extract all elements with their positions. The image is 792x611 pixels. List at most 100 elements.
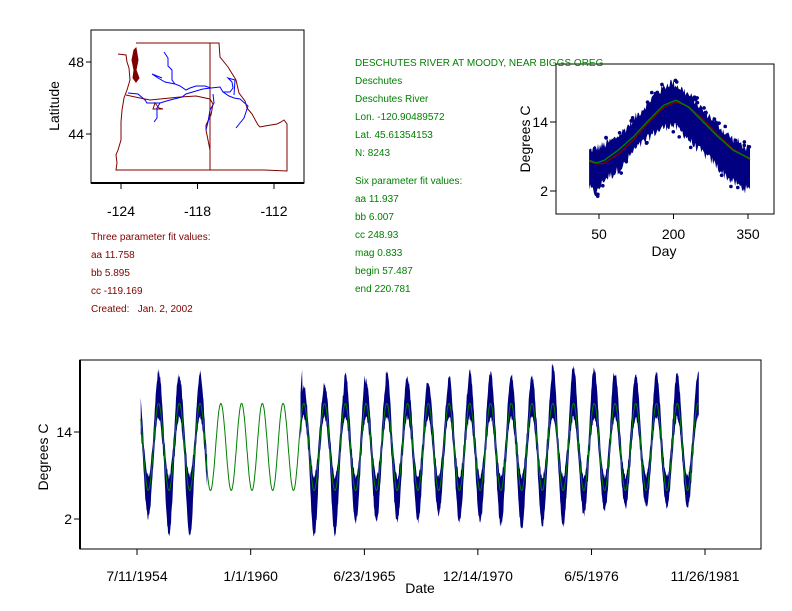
day-scatter-point <box>742 143 747 148</box>
six-param-aa: aa 11.937 <box>355 194 399 205</box>
day-scatter-point <box>733 138 738 143</box>
date-x-tick-label: 11/26/1981 <box>670 568 739 584</box>
station-basin: Deschutes <box>355 76 403 87</box>
puget-sound <box>131 46 140 83</box>
six-param-cc: cc 248.93 <box>355 230 399 241</box>
map-y-ticks: 48 44 <box>68 54 91 142</box>
date-x-tick-label: 7/11/1954 <box>106 568 167 584</box>
day-y-ticks: 14 2 <box>532 114 556 199</box>
yakima-river <box>151 73 176 85</box>
willamette-river <box>153 102 161 123</box>
day-scatter-point <box>702 106 706 110</box>
map-x-tick-label: -124 <box>107 203 135 219</box>
wa-or-boundary <box>125 94 214 130</box>
washington-oregon-outline <box>115 42 288 172</box>
date-scatter-band <box>300 363 699 537</box>
map-panel: -124 -118 -112 48 44 Latitude <box>46 29 305 219</box>
day-x-tick-label: 200 <box>662 226 686 242</box>
date-x-ticks: 7/11/1954 1/1/1960 6/23/1965 12/14/1970 6/5/… <box>106 549 740 584</box>
day-scatter-point <box>674 80 679 84</box>
day-scatter-point <box>645 140 649 145</box>
six-param-begin: begin 57.487 <box>355 266 413 277</box>
day-scatter-point <box>723 124 728 129</box>
day-scatter-point <box>660 82 664 87</box>
day-fit-line-six-param <box>588 99 751 164</box>
day-scatter-point <box>692 95 697 99</box>
columbia-river <box>127 86 249 129</box>
date-chart-xlabel: Date <box>405 580 435 596</box>
six-param-heading: Six parameter fit values: <box>355 176 463 187</box>
day-scatter-point <box>712 117 717 121</box>
day-scatter-point <box>688 145 693 150</box>
map-x-ticks: -124 -118 -112 <box>107 183 288 219</box>
day-scatter-point <box>735 185 740 190</box>
day-chart-xlabel: Day <box>652 243 677 259</box>
day-scatter-point <box>742 140 747 144</box>
map-rivers <box>127 51 249 131</box>
date-chart: 7/11/1954 1/1/1960 6/23/1965 12/14/1970 6/5/… <box>35 359 762 596</box>
day-scatter-point <box>704 110 708 115</box>
day-scatter-point <box>629 119 634 123</box>
station-lon: Lon. -120.90489572 <box>355 112 445 123</box>
station-name: DESCHUTES RIVER AT MOODY, NEAR BIGGS ORE… <box>355 58 604 69</box>
day-scatter-point <box>630 116 635 120</box>
date-x-tick-label: 1/1/1960 <box>223 568 278 584</box>
day-scatter-point <box>617 130 622 135</box>
map-x-tick-label: -118 <box>184 203 211 219</box>
day-scatter-point <box>649 90 654 95</box>
six-param-end: end 220.781 <box>355 284 411 295</box>
date-x-tick-label: 12/14/1970 <box>443 568 513 584</box>
created-date: Created: Jan. 2, 2002 <box>91 304 193 315</box>
three-param-heading: Three parameter fit values: <box>91 232 211 243</box>
date-chart-frame <box>79 359 762 550</box>
station-marker <box>152 101 164 110</box>
six-param-bb: bb 6.007 <box>355 212 394 223</box>
six-param-block: Six parameter fit values: aa 11.937 bb 6… <box>355 173 462 299</box>
day-y-tick-label: 14 <box>532 114 548 130</box>
day-scatter-points <box>589 78 752 199</box>
day-scatter-point <box>624 159 629 164</box>
three-param-block: Three parameter fit values: aa 11.758 bb… <box>91 229 211 319</box>
day-scatter-point <box>604 135 608 140</box>
day-scatter-point <box>717 121 721 125</box>
day-scatter-point <box>671 129 676 134</box>
three-param-bb: bb 5.895 <box>91 268 130 279</box>
three-param-aa: aa 11.758 <box>91 250 135 261</box>
day-chart-ylabel: Degrees C <box>517 106 533 173</box>
day-scatter-point <box>677 135 682 139</box>
day-scatter-point <box>729 184 733 189</box>
map-ylabel: Latitude <box>46 81 62 131</box>
date-scatter-points <box>140 363 699 537</box>
station-river: Deschutes River <box>355 94 429 105</box>
day-fit-line-three-param <box>588 101 751 165</box>
date-y-tick-label: 2 <box>64 511 72 527</box>
date-fit-line <box>140 402 700 492</box>
date-x-tick-label: 6/5/1976 <box>564 568 619 584</box>
day-scatter-point <box>645 100 650 104</box>
day-scatter-point <box>619 171 624 175</box>
day-y-tick-label: 2 <box>540 183 548 199</box>
deschutes-river <box>205 93 215 131</box>
map-y-tick-label: 44 <box>68 126 84 142</box>
station-lat: Lat. 45.61354153 <box>355 130 433 141</box>
columbia-upper <box>163 51 212 91</box>
day-x-tick-label: 50 <box>591 226 607 242</box>
day-x-ticks: 50 200 350 <box>591 214 760 242</box>
date-chart-ylabel: Degrees C <box>35 424 51 491</box>
day-scatter-band <box>589 79 750 196</box>
date-y-tick-label: 14 <box>56 424 72 440</box>
day-x-tick-label: 350 <box>736 226 760 242</box>
day-scatter-point <box>719 173 724 178</box>
date-x-tick-label: 6/23/1965 <box>333 568 395 584</box>
day-scatter-point <box>594 192 599 197</box>
day-fit-lines <box>588 99 751 165</box>
map-state-borders <box>115 42 288 172</box>
day-chart-frame <box>555 63 775 215</box>
six-param-mag: mag 0.833 <box>355 248 403 259</box>
map-y-tick-label: 48 <box>68 54 84 70</box>
station-info-block: DESCHUTES RIVER AT MOODY, NEAR BIGGS ORE… <box>355 55 603 163</box>
day-scatter-point <box>747 145 752 149</box>
day-scatter-point <box>695 100 700 105</box>
oregon-east-interior <box>205 129 211 151</box>
